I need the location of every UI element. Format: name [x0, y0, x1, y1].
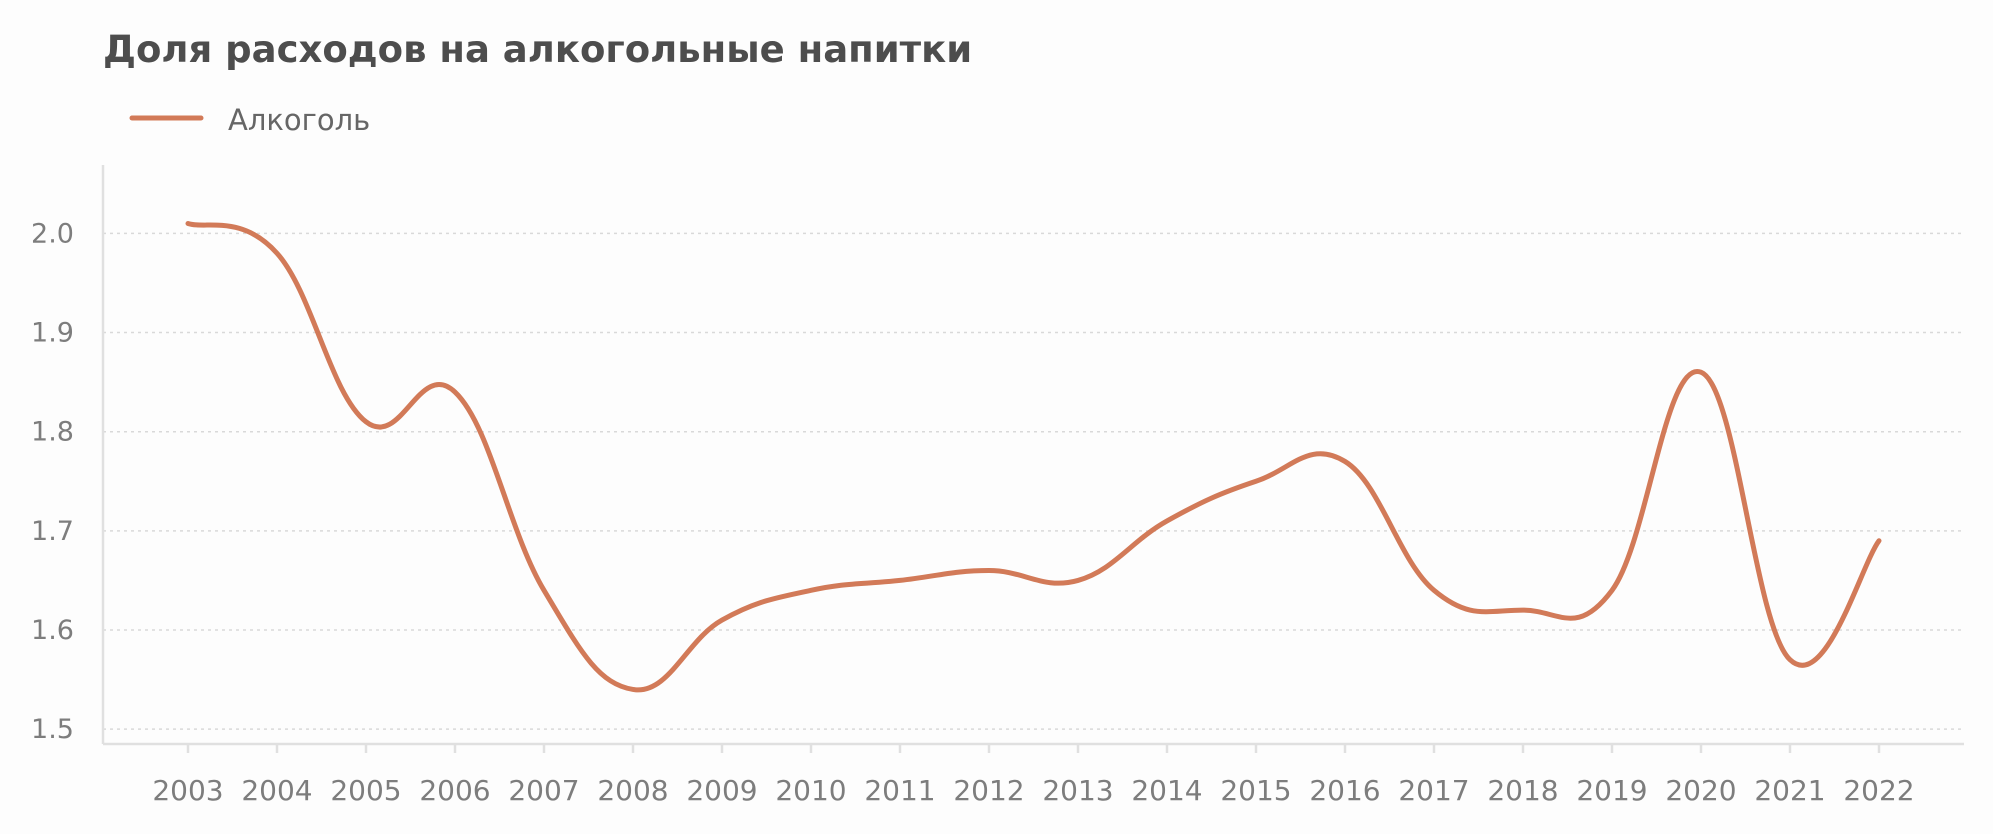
- x-tick-label-2011: 2011: [864, 774, 935, 807]
- x-tick-label-2006: 2006: [419, 774, 490, 807]
- data-point-2003: [182, 217, 194, 229]
- data-point-2011: [894, 574, 906, 586]
- data-point-2019: [1606, 584, 1618, 596]
- legend-label-alkogol[interactable]: Алкоголь: [228, 103, 370, 137]
- data-point-2021: [1784, 654, 1796, 666]
- x-tick-label-2010: 2010: [775, 774, 846, 807]
- data-point-2008: [627, 683, 639, 695]
- x-tick-label-2012: 2012: [953, 774, 1024, 807]
- data-point-2017: [1428, 584, 1440, 596]
- data-point-2016: [1339, 455, 1351, 467]
- x-tick-label-2016: 2016: [1309, 774, 1380, 807]
- data-point-2004: [271, 247, 283, 259]
- data-point-2009: [716, 614, 728, 626]
- data-point-2007: [538, 584, 550, 596]
- x-tick-label-2014: 2014: [1131, 774, 1202, 807]
- data-point-2014: [1161, 515, 1173, 527]
- x-tick-label-2007: 2007: [508, 774, 579, 807]
- x-tick-label-2004: 2004: [241, 774, 312, 807]
- x-tick-label-2018: 2018: [1487, 774, 1558, 807]
- x-tick-label-2022: 2022: [1843, 774, 1914, 807]
- data-point-2015: [1250, 475, 1262, 487]
- data-point-2012: [983, 564, 995, 576]
- y-tick-label-1.7: 1.7: [31, 516, 74, 547]
- y-tick-label-2.0: 2.0: [31, 218, 74, 249]
- data-point-2020: [1695, 366, 1707, 378]
- data-point-2013: [1072, 574, 1084, 586]
- y-tick-label-1.5: 1.5: [31, 714, 74, 745]
- x-tick-label-2020: 2020: [1665, 774, 1736, 807]
- y-tick-label-1.8: 1.8: [31, 417, 74, 448]
- x-tick-label-2017: 2017: [1398, 774, 1469, 807]
- x-tick-label-2008: 2008: [597, 774, 668, 807]
- x-tick-label-2009: 2009: [686, 774, 757, 807]
- y-tick-label-1.9: 1.9: [31, 318, 74, 349]
- x-tick-label-2015: 2015: [1220, 774, 1291, 807]
- x-tick-label-2019: 2019: [1576, 774, 1647, 807]
- chart-title: Доля расходов на алкогольные напитки: [103, 28, 972, 71]
- x-tick-label-2005: 2005: [330, 774, 401, 807]
- data-point-2006: [449, 386, 461, 398]
- data-point-2022: [1873, 535, 1885, 547]
- x-tick-label-2021: 2021: [1754, 774, 1825, 807]
- x-tick-label-2013: 2013: [1042, 774, 1113, 807]
- data-point-2018: [1517, 604, 1529, 616]
- y-tick-label-1.6: 1.6: [31, 615, 74, 646]
- data-point-2005: [360, 416, 372, 428]
- data-point-2010: [805, 584, 817, 596]
- x-tick-label-2003: 2003: [152, 774, 223, 807]
